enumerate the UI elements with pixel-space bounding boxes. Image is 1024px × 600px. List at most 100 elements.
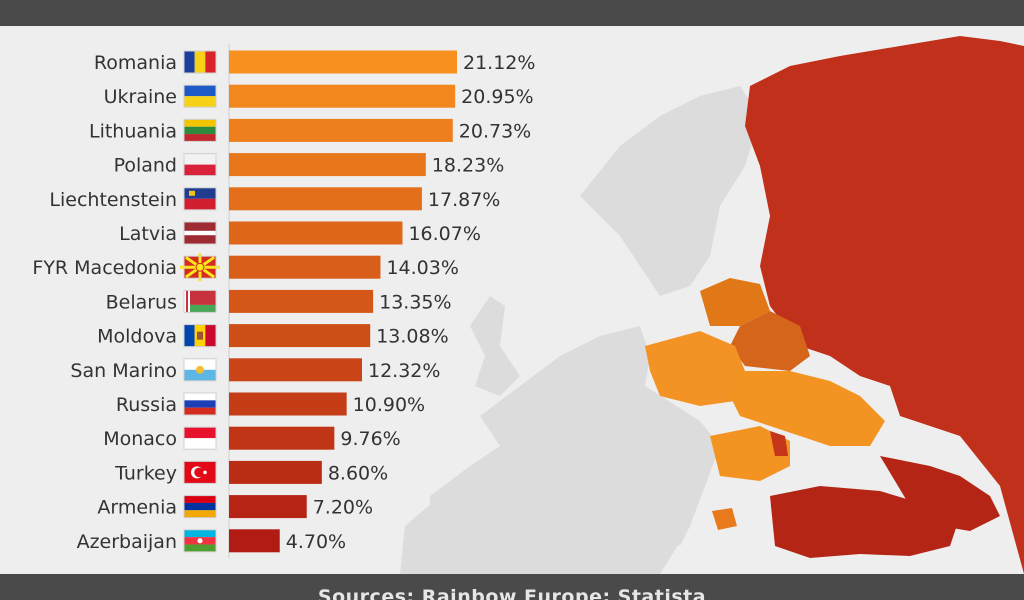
flag-border <box>183 358 217 382</box>
flag-part <box>184 230 216 236</box>
flag-part <box>184 198 216 210</box>
flag-part <box>184 51 195 73</box>
bar <box>229 118 453 142</box>
value-label: 7.20% <box>313 497 373 519</box>
category-label: Poland <box>114 155 177 177</box>
liechtenstein-flag-icon <box>183 187 217 211</box>
map-land-scandinavia <box>580 86 760 296</box>
macedonia-flag-icon <box>180 253 220 282</box>
armenia-flag-icon <box>183 495 217 519</box>
flag-part <box>184 85 216 97</box>
turkey-flag-icon <box>183 460 217 484</box>
flag-border <box>183 495 217 519</box>
category-label: Azerbaijan <box>77 531 177 553</box>
flag-part <box>184 358 216 370</box>
flag-part <box>184 126 216 135</box>
flag-border <box>183 529 217 553</box>
map-land-britain <box>470 296 520 396</box>
category-label: San Marino <box>70 360 177 382</box>
flag-part <box>189 190 195 196</box>
value-label: 13.08% <box>376 326 448 348</box>
flag-part <box>184 438 216 450</box>
flag-part <box>184 427 216 439</box>
bottom-bar: Sources: Rainbow Europe; Statista <box>0 574 1024 600</box>
value-label: 12.32% <box>368 360 440 382</box>
flag-part <box>184 502 216 511</box>
flag-part <box>197 538 203 544</box>
flag-part <box>184 495 216 503</box>
bar <box>229 153 426 177</box>
flag-part <box>196 365 204 374</box>
flag-part <box>194 51 206 73</box>
map-ukraine <box>730 371 885 446</box>
category-label: Romania <box>94 52 177 74</box>
value-label: 8.60% <box>328 462 388 484</box>
bar <box>229 529 280 553</box>
flag-border <box>183 187 217 211</box>
flag-border <box>183 289 217 313</box>
flag-part <box>184 324 195 347</box>
bar <box>229 221 403 245</box>
russia-flag-icon <box>183 392 217 416</box>
flag-border <box>183 324 217 348</box>
map-poland <box>645 331 745 406</box>
bar <box>229 187 422 211</box>
flag-part <box>184 187 216 199</box>
latvia-flag-icon <box>183 221 217 245</box>
map-turkey <box>770 486 960 558</box>
category-label: FYR Macedonia <box>32 257 177 279</box>
value-label: 9.76% <box>340 428 400 450</box>
value-label: 16.07% <box>408 223 480 245</box>
map-baltics <box>700 278 770 326</box>
value-label: 4.70% <box>286 531 346 553</box>
flag-part <box>184 290 216 305</box>
map-land-italy <box>600 446 690 546</box>
value-label: 14.03% <box>386 257 458 279</box>
bar <box>229 84 456 108</box>
flag-part <box>184 529 216 538</box>
top-bar <box>0 0 1024 26</box>
category-label: Liechtenstein <box>49 189 177 211</box>
bar-chart: Romania 21.12% Ukraine 20.95% Lithuania 20.73… <box>32 44 535 558</box>
azerbaijan-flag-icon <box>183 529 217 553</box>
flag-part <box>195 262 205 272</box>
bar <box>229 255 381 279</box>
flag-part <box>184 304 216 313</box>
flag-part <box>184 96 216 108</box>
flag-part <box>186 290 188 313</box>
flag-part <box>184 407 216 415</box>
value-label: 10.90% <box>353 394 425 416</box>
category-label: Monaco <box>103 428 177 450</box>
flag-part <box>205 51 216 73</box>
flag-border <box>183 426 217 450</box>
map-macedonia <box>712 508 737 530</box>
category-label: Armenia <box>97 497 177 519</box>
flag-part <box>184 153 216 165</box>
flag-part <box>184 393 216 401</box>
map-belarus <box>730 311 810 371</box>
value-label: 13.35% <box>379 291 451 313</box>
category-label: Russia <box>116 394 177 416</box>
flag-border <box>183 392 217 416</box>
value-label: 17.87% <box>428 189 500 211</box>
value-label: 21.12% <box>463 52 535 74</box>
value-label: 20.73% <box>459 120 531 142</box>
bar <box>229 358 362 382</box>
flag-part <box>184 369 216 381</box>
flag-border <box>183 153 217 177</box>
san-marino-flag-icon <box>183 358 217 382</box>
belarus-flag-icon <box>183 289 217 313</box>
monaco-flag-icon <box>183 426 217 450</box>
map-land-iberia <box>400 496 480 574</box>
bar <box>229 392 347 416</box>
bar <box>229 50 457 74</box>
bar <box>229 289 374 313</box>
flag-part <box>184 544 216 552</box>
bar <box>229 495 307 519</box>
flag-part <box>197 331 203 340</box>
europe-map <box>400 36 1024 574</box>
flag-part <box>205 324 216 347</box>
poland-flag-icon <box>183 153 217 177</box>
flag-border <box>183 460 217 484</box>
map-russia <box>745 36 1024 574</box>
